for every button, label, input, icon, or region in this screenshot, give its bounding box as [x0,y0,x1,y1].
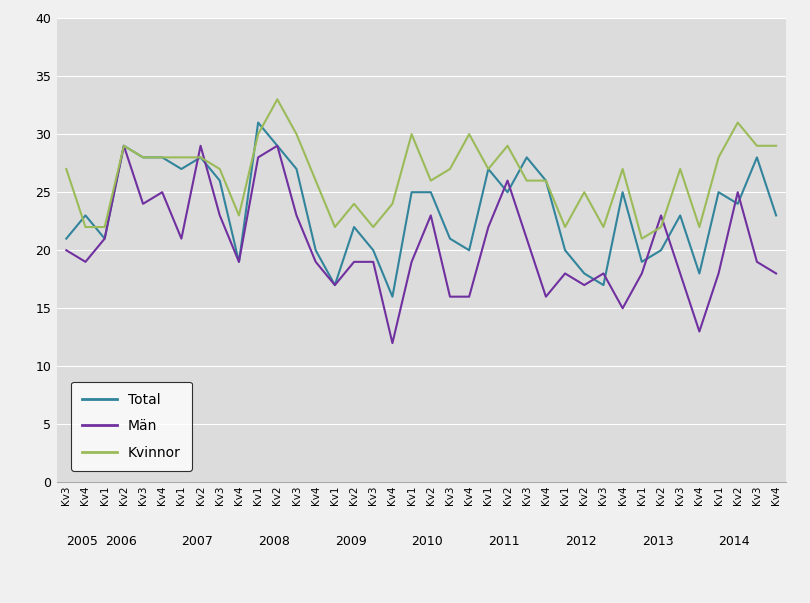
Text: 2012: 2012 [565,535,597,548]
Text: 2009: 2009 [335,535,367,548]
Text: 2008: 2008 [258,535,290,548]
Legend: Total, Män, Kvinnor: Total, Män, Kvinnor [71,382,192,471]
Text: 2007: 2007 [181,535,213,548]
Text: 2013: 2013 [642,535,673,548]
Text: 2005: 2005 [66,535,98,548]
Text: 2006: 2006 [104,535,136,548]
Text: 2014: 2014 [718,535,750,548]
Text: 2010: 2010 [411,535,443,548]
Text: 2011: 2011 [488,535,520,548]
